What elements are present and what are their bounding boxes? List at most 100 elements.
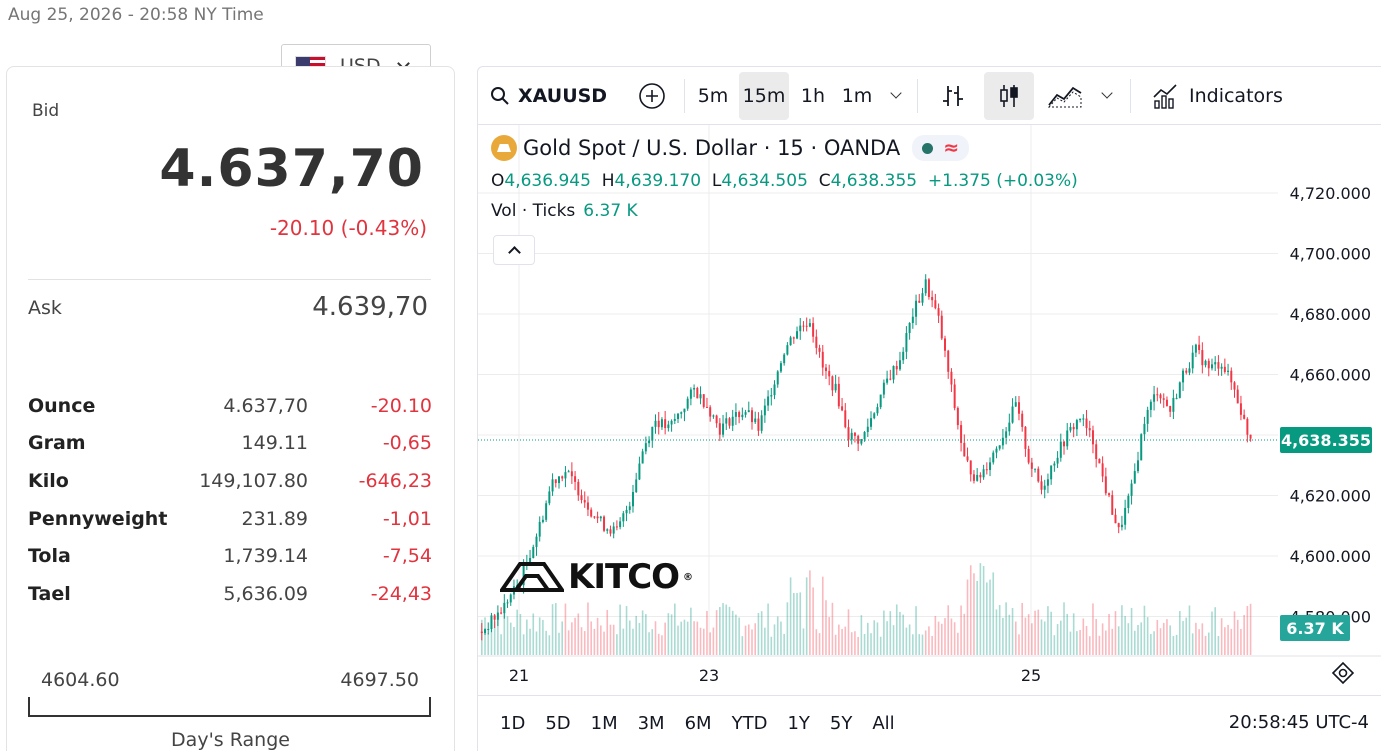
candle-body: [1146, 409, 1149, 424]
market-status-badge[interactable]: ≈: [912, 135, 970, 161]
range-6m[interactable]: 6M: [684, 713, 712, 734]
candle-body: [1140, 434, 1143, 461]
volume-bar: [860, 615, 863, 655]
volume-bar: [957, 632, 959, 655]
volume-bar: [931, 635, 933, 655]
range-all[interactable]: All: [872, 713, 895, 734]
volume-bar: [699, 627, 702, 655]
volume-bar: [1101, 623, 1104, 655]
volume-bar: [940, 623, 943, 655]
volume-bar: [561, 621, 564, 655]
unit-change: -24,43: [370, 582, 432, 605]
volume-bar: [513, 627, 515, 655]
candle-body: [944, 338, 946, 351]
ohlc-bars-icon: [943, 85, 963, 106]
candle-body: [664, 419, 667, 429]
candle-body: [985, 469, 988, 471]
low-value: 4,634.505: [721, 171, 808, 191]
volume-bar: [593, 628, 596, 655]
volume-bar: [735, 614, 737, 655]
candle-chart-type-button[interactable]: [984, 71, 1034, 120]
candle-body: [496, 612, 499, 620]
interval-15m[interactable]: 15m: [739, 71, 789, 120]
range-1y[interactable]: 1Y: [787, 713, 810, 734]
indicators-button[interactable]: Indicators: [1143, 72, 1291, 120]
ask-price: 4.639,70: [312, 292, 428, 322]
candle-body: [995, 448, 998, 453]
volume-bar: [998, 604, 1001, 655]
range-5y[interactable]: 5Y: [829, 713, 853, 734]
candle-body: [487, 628, 490, 630]
candle-body: [480, 631, 483, 634]
range-3m[interactable]: 3M: [637, 713, 665, 734]
chart-clock[interactable]: 20:58:45 UTC-4: [1228, 712, 1369, 733]
volume-bar: [937, 621, 940, 655]
candle-body: [1130, 483, 1133, 496]
interval-1h[interactable]: 1h: [800, 84, 826, 107]
compare-button[interactable]: [632, 72, 672, 120]
volume-bar: [1047, 606, 1049, 655]
candle-body: [902, 351, 905, 361]
volume-bar: [1127, 623, 1130, 655]
unit-price: 1,739.14: [223, 545, 308, 568]
volume-bar: [1185, 617, 1188, 655]
interval-dropdown[interactable]: [879, 72, 909, 120]
volume-bar: [558, 632, 560, 655]
search-icon: [491, 86, 509, 105]
range-5d[interactable]: 5D: [545, 713, 571, 734]
volume-bar: [812, 587, 814, 655]
timestamp: Aug 25, 2026 - 20:58 NY Time: [8, 5, 264, 25]
volume-bar: [944, 618, 946, 655]
interval-5m[interactable]: 5m: [697, 84, 729, 107]
chart-type-dropdown[interactable]: [1090, 72, 1120, 120]
candle-body: [603, 516, 606, 531]
candle-body: [1137, 460, 1139, 472]
range-ytd[interactable]: YTD: [731, 713, 768, 734]
volume-bar: [1146, 617, 1149, 655]
candle-body: [541, 519, 544, 522]
candle-body: [834, 383, 837, 391]
volume-bar: [497, 619, 499, 655]
candle-body: [683, 408, 686, 413]
volume-bar: [1175, 634, 1178, 655]
candle-body: [1172, 397, 1175, 412]
volume-bar: [1243, 615, 1245, 655]
unit-change: -0,65: [382, 432, 432, 455]
volume-bar: [500, 634, 502, 655]
candle-body: [1082, 418, 1085, 420]
volume-bar: [567, 630, 570, 655]
interval-1m[interactable]: 1m: [841, 84, 873, 107]
volume-bar: [963, 613, 966, 655]
volume-bar: [1005, 602, 1007, 655]
candle-body: [564, 472, 567, 479]
unit-name: Tola: [28, 545, 71, 568]
volume-bar: [908, 624, 911, 655]
candle-body: [895, 366, 898, 370]
range-1d[interactable]: 1D: [500, 713, 526, 734]
unit-table: Ounce 4.637,70 -20.10 Gram 149.11 -0,65 …: [28, 387, 432, 613]
symbol-search[interactable]: XAUUSD: [490, 72, 610, 120]
candle-body: [1210, 364, 1213, 369]
volume-bar: [831, 602, 834, 655]
volume-bar: [526, 619, 528, 655]
price-chart[interactable]: 4,720.0004,700.0004,680.0004,660.0004,64…: [478, 125, 1381, 697]
bid-label: Bid: [32, 101, 60, 121]
volume-bar: [638, 622, 641, 655]
kitco-logo: KITCO ®: [500, 557, 693, 597]
bar-chart-type-button[interactable]: [928, 72, 978, 120]
area-chart-type-button[interactable]: [1040, 72, 1090, 120]
volume-bar: [661, 635, 663, 655]
candle-body: [1198, 344, 1201, 351]
candle-body: [812, 323, 815, 337]
time-scale-label: 21: [509, 666, 529, 685]
collapse-legend-button[interactable]: [493, 235, 535, 265]
chevron-down-icon: [890, 87, 902, 99]
candle-body: [1233, 382, 1236, 390]
range-1m[interactable]: 1M: [590, 713, 618, 734]
price-panel: Bid 4.637,70 -20.10 (-0.43%) Ask 4.639,7…: [6, 66, 455, 751]
instrument-title: Gold Spot / U.S. Dollar · 15 · OANDA: [523, 136, 901, 160]
candle-body: [606, 529, 609, 531]
candle-body: [1191, 352, 1194, 369]
volume-bar: [1182, 621, 1184, 655]
candle-body: [612, 526, 615, 534]
